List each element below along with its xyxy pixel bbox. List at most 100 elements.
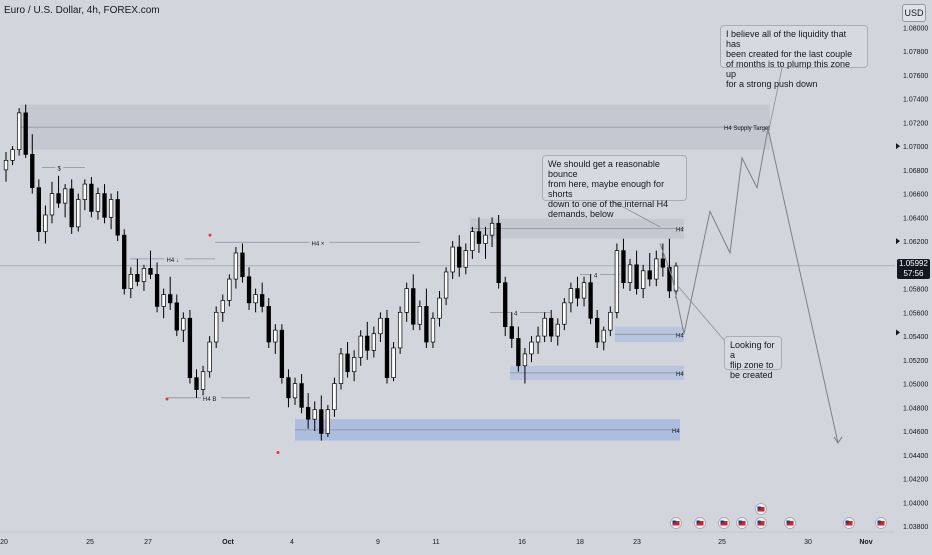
bear-candle xyxy=(319,409,324,434)
bear-candle xyxy=(306,406,311,420)
bull-candle xyxy=(312,409,317,420)
bull-candle xyxy=(233,252,239,280)
bull-candle xyxy=(601,329,606,343)
x-tick-label: 16 xyxy=(518,539,526,546)
bear-candle xyxy=(457,246,462,268)
y-tick-label: 1.07800 xyxy=(903,49,928,56)
flag-stripes xyxy=(757,521,765,526)
red-marker-2 xyxy=(276,450,280,454)
bull-candle xyxy=(555,323,560,337)
axis-marker-icon xyxy=(896,238,900,245)
bear-candle xyxy=(154,273,160,307)
bear-candle xyxy=(286,377,291,399)
level-label-bg-1 xyxy=(309,237,330,247)
bull-candle xyxy=(581,282,587,299)
bull-candle xyxy=(614,250,620,313)
bull-candle xyxy=(489,222,495,236)
bear-candle xyxy=(509,326,514,339)
level-label-bg-3 xyxy=(592,269,600,279)
bull-candle xyxy=(227,278,232,301)
bear-candle xyxy=(384,317,390,378)
bull-candle xyxy=(3,160,9,171)
y-tick-label: 1.06600 xyxy=(903,192,928,199)
bear-candle xyxy=(30,154,35,189)
bull-candle xyxy=(371,333,376,351)
note-bounce[interactable]: We should get a reasonable bounce from h… xyxy=(542,155,687,219)
bull-candle xyxy=(483,234,488,244)
bear-candle xyxy=(621,250,626,284)
bull-candle xyxy=(627,264,633,284)
y-tick-label: 1.03800 xyxy=(903,524,928,531)
bull-candle xyxy=(141,268,147,282)
bear-candle xyxy=(647,270,652,280)
bull-candle xyxy=(214,311,219,343)
level-label-2: H4 B xyxy=(203,397,216,403)
y-tick-label: 1.07000 xyxy=(903,144,928,151)
flag-stripes xyxy=(786,521,794,526)
note-connector-liquidity xyxy=(767,67,783,135)
flag-canton xyxy=(877,520,881,524)
y-tick-label: 1.04600 xyxy=(903,429,928,436)
zone-label-3: H4 xyxy=(676,372,684,378)
bull-candle xyxy=(43,214,48,232)
level-label-bg-0 xyxy=(164,253,185,263)
bear-candle xyxy=(135,273,140,282)
flag-canton xyxy=(757,520,761,524)
bear-candle xyxy=(588,282,593,319)
bear-candle xyxy=(260,294,265,307)
level-label-3: 4 xyxy=(594,273,598,279)
bear-candle xyxy=(168,294,173,304)
bear-candle xyxy=(595,317,600,343)
bull-candle xyxy=(470,231,475,251)
currency-button[interactable]: USD xyxy=(902,4,926,22)
y-tick-label: 1.05400 xyxy=(903,334,928,341)
note-flip-zone[interactable]: Looking for a flip zone to be created xyxy=(724,336,782,380)
y-tick-label: 1.06200 xyxy=(903,239,928,246)
y-tick-label: 1.04200 xyxy=(903,477,928,484)
zone-label-4: H4 xyxy=(672,429,680,435)
bear-candle xyxy=(69,188,74,228)
flag-canton xyxy=(696,520,700,524)
bull-candle xyxy=(338,353,344,384)
bull-candle xyxy=(568,288,574,304)
bear-candle xyxy=(634,264,639,289)
flag-canton xyxy=(720,520,724,524)
bull-candle xyxy=(253,294,258,304)
bear-candle xyxy=(299,383,304,408)
candle-countdown: 57:56 xyxy=(903,269,924,278)
note-liquidity[interactable]: I believe all of the liquidity that has … xyxy=(720,25,868,89)
flag-stripes xyxy=(720,521,728,526)
bear-candle xyxy=(549,317,554,337)
bull-candle xyxy=(62,188,68,204)
bear-candle xyxy=(660,258,666,268)
bull-candle xyxy=(562,302,567,325)
x-tick-label: 4 xyxy=(290,539,294,546)
bull-candle xyxy=(76,199,81,228)
bull-candle xyxy=(358,335,363,358)
bull-candle xyxy=(450,246,455,273)
projection-path xyxy=(683,128,839,444)
bear-candle xyxy=(102,193,107,218)
y-tick-label: 1.05200 xyxy=(903,358,928,365)
bear-candle xyxy=(575,288,580,299)
bear-candle xyxy=(115,199,120,236)
flag-canton xyxy=(845,520,849,524)
flag-stripes xyxy=(696,521,704,526)
flag-canton xyxy=(757,506,761,510)
y-tick-label: 1.05000 xyxy=(903,382,928,389)
bear-candle xyxy=(279,329,285,378)
x-tick-label: 25 xyxy=(86,539,94,546)
flag-stripes xyxy=(672,521,680,526)
bull-candle xyxy=(641,270,646,289)
bear-candle xyxy=(56,193,61,204)
bull-candle xyxy=(49,193,55,216)
bear-candle xyxy=(122,234,127,289)
x-tick-label: 30 xyxy=(804,539,812,546)
bull-candle xyxy=(522,353,528,367)
bull-candle xyxy=(108,199,114,218)
projection-arrowhead xyxy=(833,436,843,444)
bull-candle xyxy=(404,288,409,313)
level-label-5: $ xyxy=(58,166,62,172)
